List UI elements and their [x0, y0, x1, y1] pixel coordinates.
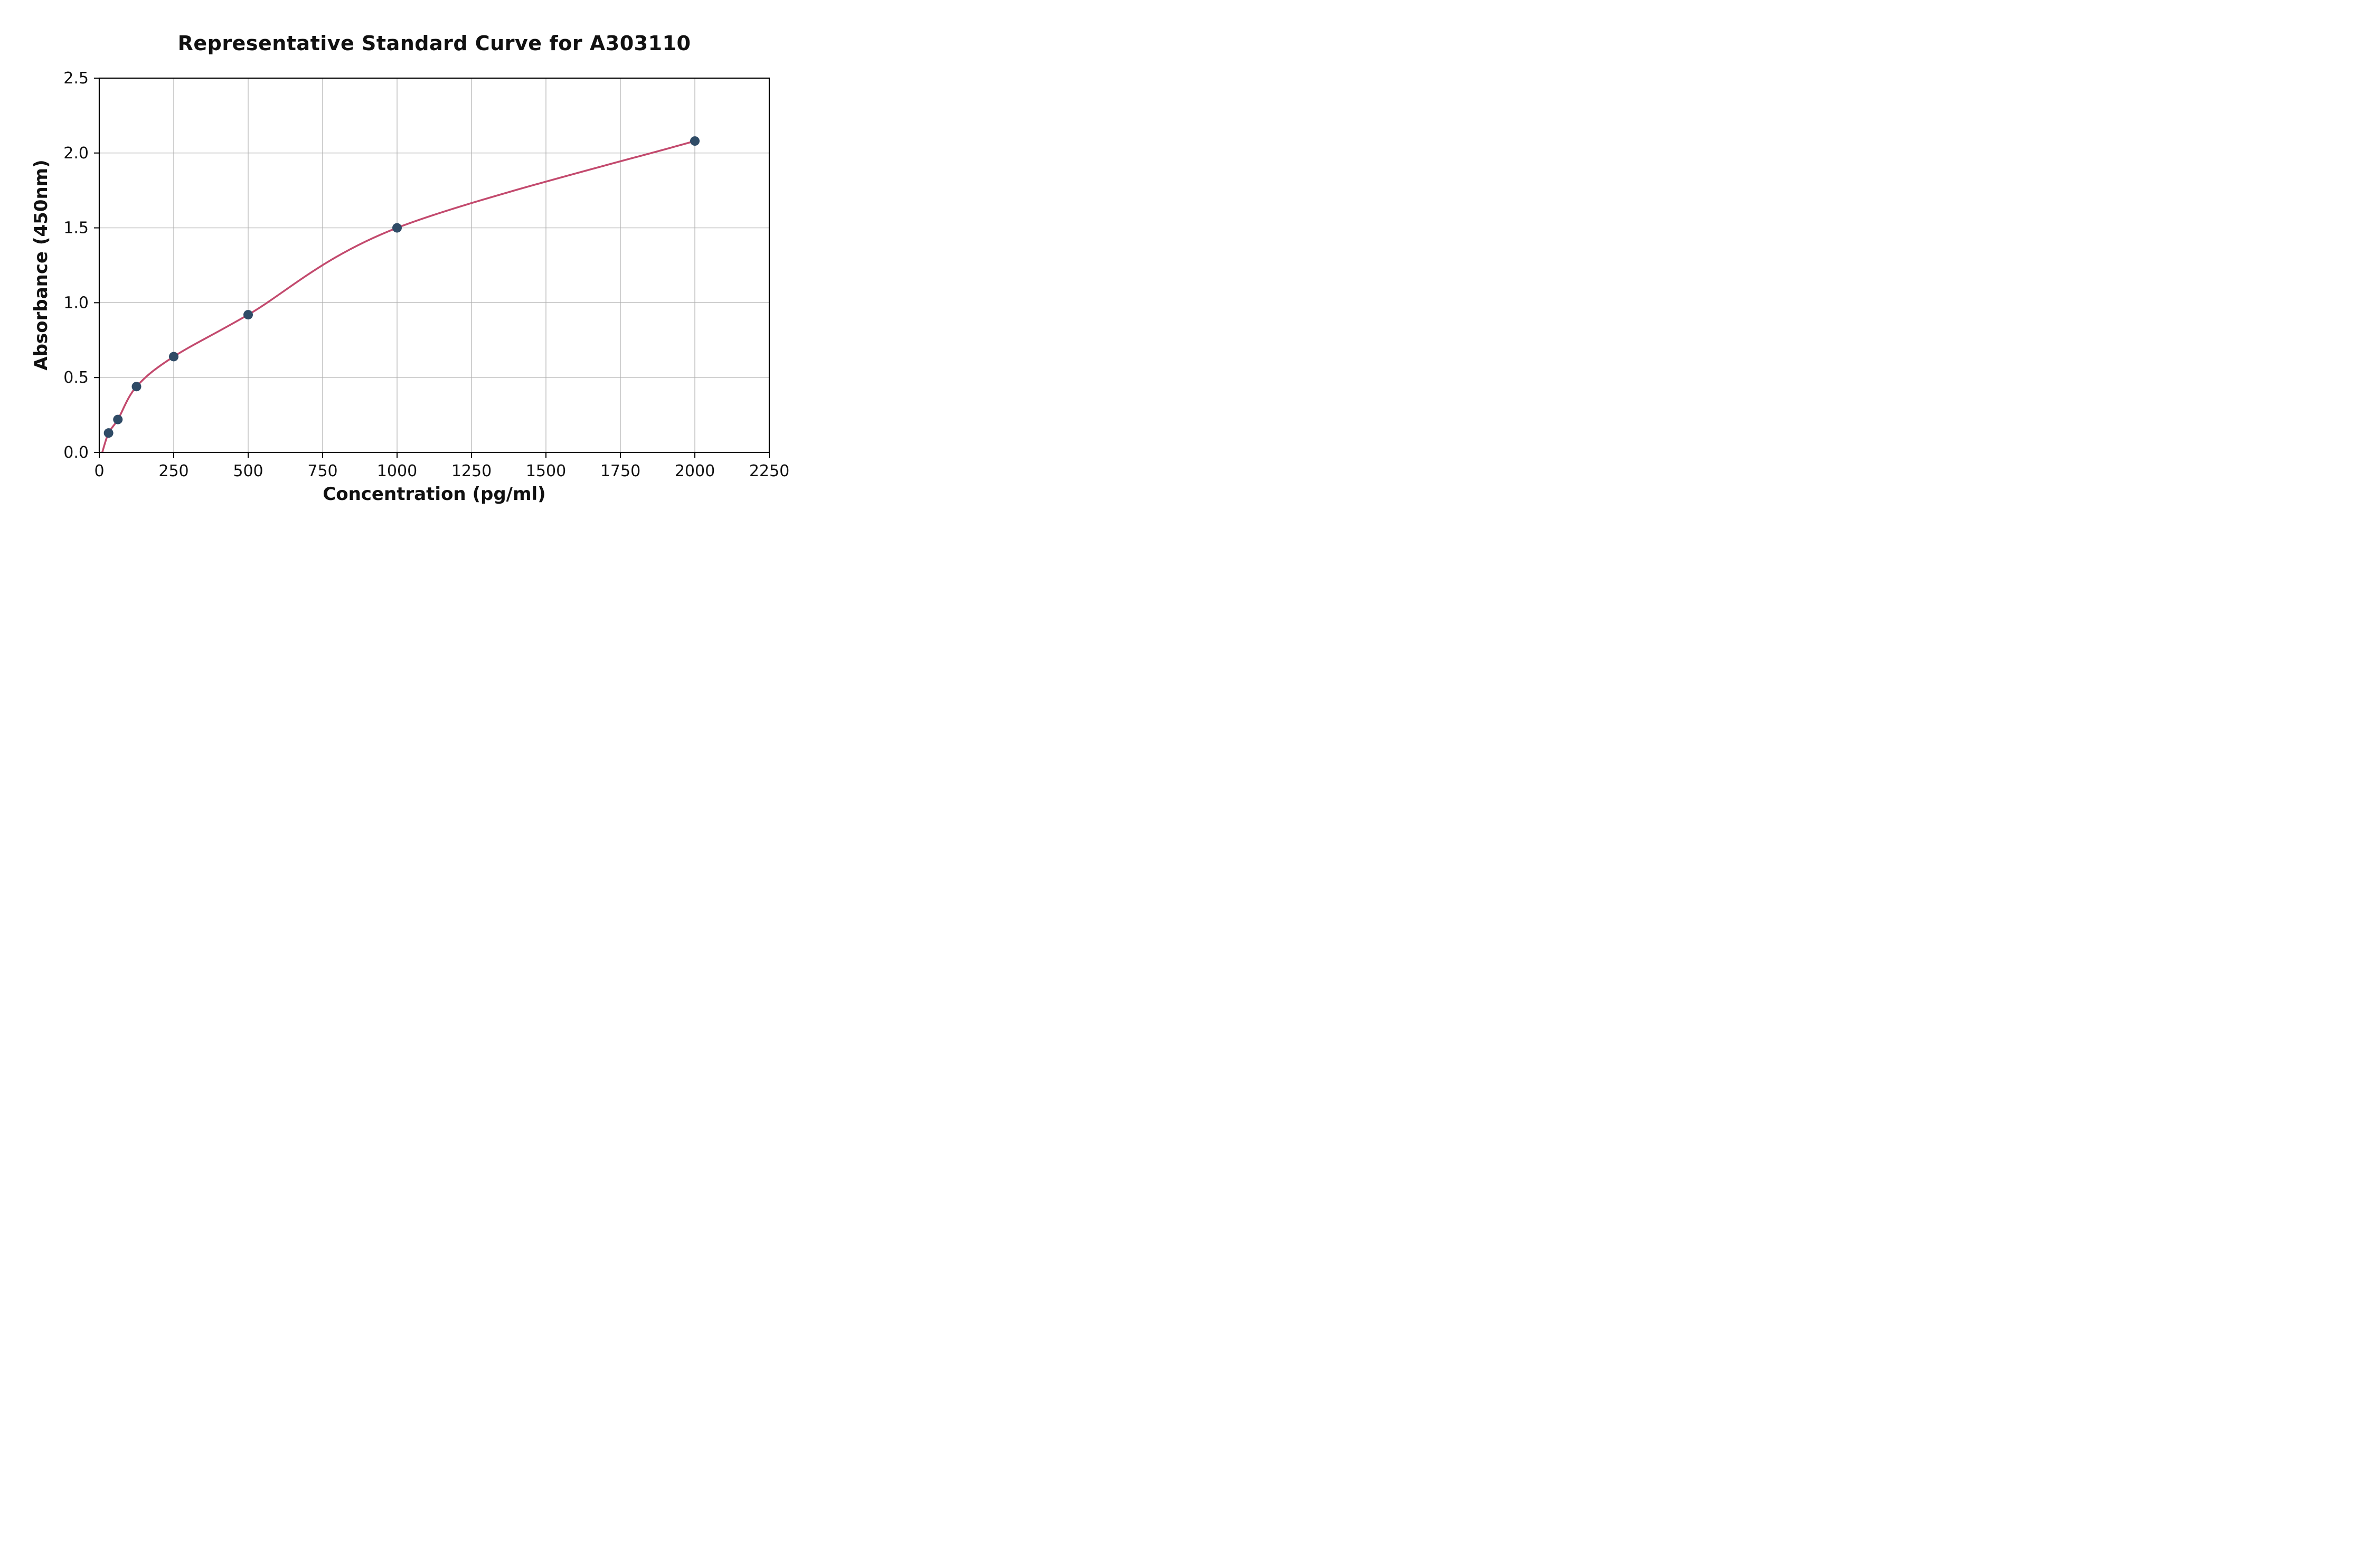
x-tick-label: 0 — [94, 462, 104, 480]
data-point — [131, 382, 142, 392]
x-tick-label: 2250 — [749, 462, 789, 480]
x-tick-label: 2000 — [675, 462, 715, 480]
chart-title: Representative Standard Curve for A30311… — [177, 32, 691, 55]
x-tick-label: 250 — [158, 462, 188, 480]
y-tick-label: 0.5 — [63, 369, 89, 387]
data-point — [392, 223, 402, 233]
y-tick-label: 2.0 — [63, 144, 89, 163]
x-tick-label: 1500 — [526, 462, 566, 480]
x-axis-label: Concentration (pg/ml) — [323, 484, 546, 505]
fitted-curve — [101, 140, 695, 453]
y-tick-label: 1.5 — [63, 219, 89, 238]
tick-marks-and-labels: 0 250 500 750 1000 1250 1500 1750 2000 2250 0.0 0.5… — [63, 69, 789, 480]
data-point — [103, 428, 114, 438]
data-point — [113, 414, 123, 424]
data-point — [169, 352, 178, 362]
y-axis-label: Absorbance (450nm) — [31, 159, 52, 371]
x-tick-label: 1750 — [600, 462, 640, 480]
plot-area: 0 250 500 750 1000 1250 1500 1750 2000 2250 0.0 0.5… — [63, 69, 789, 480]
grid-lines — [99, 78, 770, 453]
data-points — [103, 136, 700, 438]
data-point — [690, 136, 700, 146]
data-point — [243, 310, 253, 320]
standard-curve-figure: 0 250 500 750 1000 1250 1500 1750 2000 2250 0.0 0.5… — [0, 0, 792, 523]
y-tick-label: 0.0 — [63, 443, 89, 462]
x-tick-label: 750 — [307, 462, 337, 480]
y-tick-label: 2.5 — [63, 69, 89, 88]
x-tick-label: 1250 — [451, 462, 492, 480]
axes-frame — [98, 77, 770, 454]
y-tick-label: 1.0 — [63, 294, 89, 312]
x-tick-label: 1000 — [377, 462, 417, 480]
x-tick-label: 500 — [233, 462, 263, 480]
